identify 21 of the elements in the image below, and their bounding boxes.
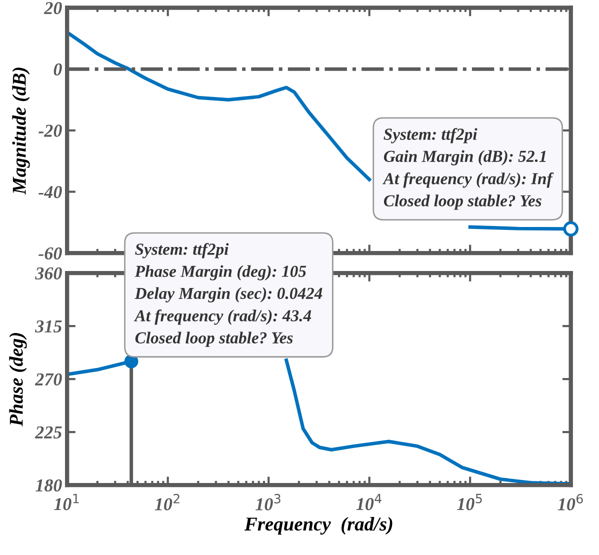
y-tick-label: 225 — [34, 426, 62, 439]
y-axis-title: Magnitude (dB) — [12, 68, 30, 195]
y-tick-label: 0 — [54, 63, 62, 76]
y-tick-label: -20 — [38, 124, 62, 137]
y-tick-label: -60 — [38, 247, 62, 260]
x-tick-label: 10$^{5}$ — [457, 494, 482, 510]
x-tick-label: 10$^{1}$ — [54, 494, 79, 510]
x-axis-title: Frequency (rad/s) — [244, 516, 392, 535]
y-tick-label: 360 — [35, 267, 62, 280]
x-tick-label: 10$^{2}$ — [154, 494, 180, 510]
y-tick-label: 20 — [44, 2, 62, 14]
x-tick-label: 10$^{4}$ — [356, 494, 382, 510]
y-tick-label: 180 — [36, 479, 62, 492]
y-tick-label: 315 — [35, 320, 62, 333]
annotation: System: ttf2pi Gain Margin (dB): 52.1 At frequency (rad/s): Inf Closed loop stable? Yes — [382, 128, 554, 210]
x-tick-label: 10$^{6}$ — [558, 494, 583, 510]
x-tick-label: 10$^{3}$ — [256, 494, 280, 510]
y-tick-label: -40 — [38, 186, 62, 198]
y-tick-label: 270 — [34, 373, 62, 386]
y-axis-title: Phase (deg) — [9, 333, 27, 426]
annotation: System: ttf2pi Phase Margin (deg): 105 Delay Margin (sec): 0.0424 At frequency (rad/s): 43.4 Closed loop stable? Yes — [134, 242, 322, 347]
